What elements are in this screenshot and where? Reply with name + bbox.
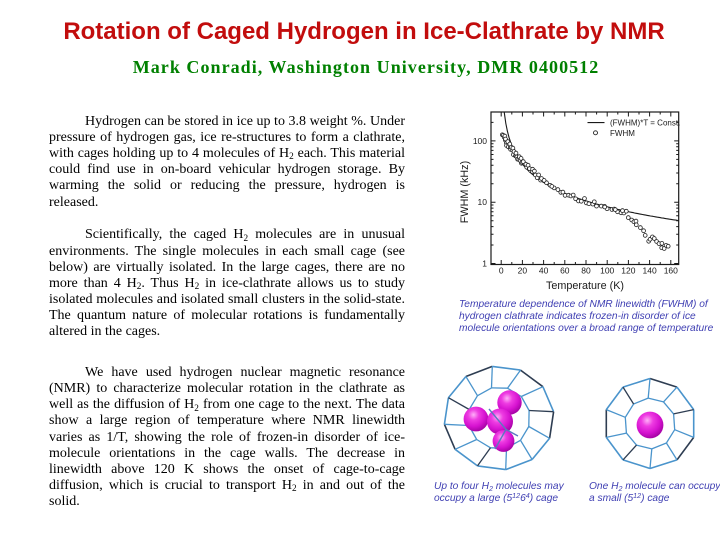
svg-text:(FWHM)*T = Const.: (FWHM)*T = Const. [610,119,680,128]
svg-text:160: 160 [664,266,678,276]
svg-text:140: 140 [643,266,657,276]
svg-text:FWHM: FWHM [610,129,635,138]
svg-text:FWHM (kHz): FWHM (kHz) [459,161,471,223]
svg-text:100: 100 [600,266,614,276]
svg-text:20: 20 [518,266,528,276]
svg-text:40: 40 [539,266,549,276]
svg-text:1: 1 [482,259,487,269]
svg-text:10: 10 [478,197,488,207]
svg-text:0: 0 [499,266,504,276]
svg-text:Temperature (K): Temperature (K) [546,280,624,292]
svg-text:100: 100 [473,136,487,146]
svg-text:60: 60 [560,266,570,276]
svg-text:120: 120 [621,266,635,276]
svg-text:80: 80 [581,266,591,276]
